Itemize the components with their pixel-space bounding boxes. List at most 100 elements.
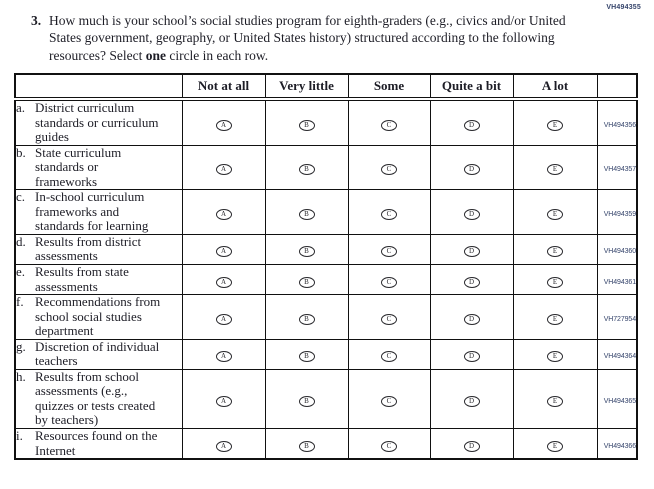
option-circle-e[interactable]: E [547,119,563,131]
option-circle-e[interactable]: E [547,351,563,363]
option-circle-c[interactable]: C [381,313,397,325]
row-label: Results from district assessments [35,234,142,264]
row-label-cell: b. State curriculum standards or framewo… [14,144,183,191]
option-circle-c[interactable]: C [381,351,397,363]
option-circle-c[interactable]: C [381,276,397,288]
row-label: Recommendations from school social studi… [35,294,161,339]
header-quite-a-bit: Quite a bit [429,73,514,101]
header-a-lot: A lot [512,73,598,101]
cell-a-lot: E [512,428,598,460]
option-circle-a[interactable]: A [215,440,232,452]
question-text-bold-word: one [145,47,166,63]
row-letter: c. [16,189,26,205]
option-circle-c[interactable]: C [381,440,397,452]
option-circle-c[interactable]: C [381,209,397,221]
cell-a-lot: E [512,98,598,146]
row-code-cell: VH494359 [596,189,638,235]
table-header-row: Not at all Very little Some Quite a bit … [14,73,638,101]
row-letter: b. [16,145,26,160]
cell-very-little: B [264,428,349,460]
row-code-cell: VH494361 [596,264,638,296]
cell-quite-a-bit: D [429,264,514,296]
option-circle-a[interactable]: A [215,395,232,407]
option-circle-b[interactable]: B [298,395,315,407]
option-circle-c[interactable]: C [381,164,397,176]
row-code-cell: VH727954 [596,294,638,340]
cell-not-at-all: A [181,98,266,146]
cell-a-lot: E [512,338,598,370]
table-row: c. In-school curriculum frameworks and s… [14,189,638,235]
option-circle-a[interactable]: A [215,209,232,221]
question-block: 3. How much is your school’s social stud… [31,12,591,64]
row-code-cell: VH494365 [596,368,638,430]
option-circle-d[interactable]: D [463,351,480,363]
option-circle-c[interactable]: C [381,395,397,407]
option-circle-b[interactable]: B [298,440,315,452]
option-circle-e[interactable]: E [547,209,563,221]
option-circle-a[interactable]: A [215,119,232,131]
option-circle-a[interactable]: A [215,246,232,258]
row-label: Results from school assessments (e.g., q… [35,369,156,428]
option-circle-c[interactable]: C [381,246,397,258]
row-code-cell: VH494364 [596,338,638,370]
cell-not-at-all: A [181,233,266,266]
row-code: VH494357 [603,166,636,174]
option-circle-b[interactable]: B [298,246,315,258]
option-circle-e[interactable]: E [547,276,563,288]
row-letter: i. [16,428,23,444]
option-circle-d[interactable]: D [463,246,480,258]
row-letter: d. [16,234,26,249]
option-circle-a[interactable]: A [215,313,232,325]
option-circle-d[interactable]: D [463,276,480,288]
response-matrix-table: Not at all Very little Some Quite a bit … [14,73,638,461]
option-circle-a[interactable]: A [215,276,232,288]
table-row: f. Recommendations from school social st… [14,294,638,340]
row-label-cell: g. Discretion of individual teachers [14,338,183,370]
option-circle-d[interactable]: D [463,209,480,221]
option-circle-d[interactable]: D [463,313,480,325]
cell-a-lot: E [512,264,598,296]
option-circle-d[interactable]: D [463,164,480,176]
row-code-cell: VH494357 [596,144,638,191]
row-code: VH494356 [603,121,636,129]
table-row: d. Results from district assessments A B… [14,233,638,266]
option-circle-d[interactable]: D [463,119,480,131]
option-circle-e[interactable]: E [547,313,563,325]
row-label: Discretion of individual teachers [35,339,160,369]
option-circle-b[interactable]: B [298,276,315,288]
row-label-cell: f. Recommendations from school social st… [14,294,183,340]
table-row: i. Resources found on the Internet A B C… [14,428,638,460]
option-circle-e[interactable]: E [547,246,563,258]
cell-very-little: B [264,338,349,370]
cell-some: C [347,144,431,191]
option-circle-b[interactable]: B [298,351,315,363]
header-some: Some [347,73,431,101]
cell-some: C [347,294,431,340]
option-circle-d[interactable]: D [463,395,480,407]
option-circle-d[interactable]: D [463,440,480,452]
page-accession-code: VH494355 [606,4,641,11]
option-circle-a[interactable]: A [215,164,232,176]
header-very-little: Very little [264,73,349,101]
cell-a-lot: E [512,144,598,191]
cell-a-lot: E [512,294,598,340]
table-row: g. Discretion of individual teachers A B… [14,338,638,370]
option-circle-a[interactable]: A [215,351,232,363]
option-circle-c[interactable]: C [381,119,397,131]
table-row: a. District curriculum standards or curr… [14,98,638,146]
cell-not-at-all: A [181,144,266,191]
row-label-cell: a. District curriculum standards or curr… [14,98,183,146]
cell-not-at-all: A [181,428,266,460]
cell-very-little: B [264,294,349,340]
row-code: VH494365 [603,397,636,405]
option-circle-e[interactable]: E [547,395,563,407]
option-circle-b[interactable]: B [298,313,315,325]
option-circle-b[interactable]: B [298,164,315,176]
option-circle-e[interactable]: E [547,164,563,176]
header-not-at-all: Not at all [181,73,266,101]
option-circle-e[interactable]: E [547,440,563,452]
option-circle-b[interactable]: B [298,209,315,221]
cell-quite-a-bit: D [429,368,514,430]
option-circle-b[interactable]: B [298,119,315,131]
